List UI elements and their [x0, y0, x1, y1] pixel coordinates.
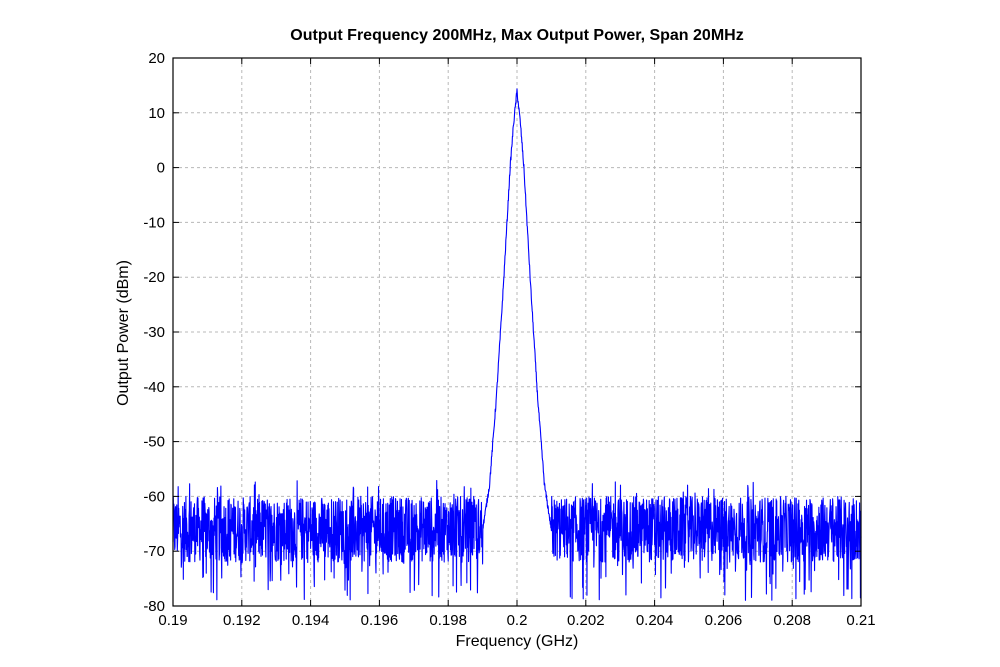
y-tick-label: -50 — [143, 434, 165, 451]
y-tick-label: -80 — [143, 598, 165, 615]
x-tick-label: 0.194 — [292, 612, 330, 629]
y-tick-label: 10 — [148, 105, 165, 122]
y-tick-label: -30 — [143, 324, 165, 341]
y-tick-label: -40 — [143, 379, 165, 396]
y-tick-label: -60 — [143, 488, 165, 505]
x-tick-label: 0.196 — [361, 612, 399, 629]
y-tick-label: 0 — [157, 160, 165, 177]
x-tick-label: 0.192 — [223, 612, 261, 629]
x-axis: 0.19 0.192 0.194 0.196 0.198 0.2 0.202 0.204 0.2… — [158, 58, 876, 629]
x-tick-label: 0.206 — [705, 612, 743, 629]
chart-title: Output Frequency 200MHz, Max Output Powe… — [290, 27, 743, 44]
y-tick-label: -10 — [143, 214, 165, 231]
x-tick-label: 0.208 — [773, 612, 811, 629]
x-tick-label: 0.202 — [567, 612, 605, 629]
y-tick-label: 20 — [148, 50, 165, 67]
series-layer — [172, 88, 862, 601]
x-axis-label: Frequency (GHz) — [456, 633, 579, 650]
x-tick-label: 0.198 — [429, 612, 467, 629]
x-tick-label: 0.204 — [636, 612, 674, 629]
x-tick-label: 0.21 — [846, 612, 875, 629]
x-tick-label: 0.19 — [158, 612, 187, 629]
y-axis: 20 10 0 -10 -20 -30 -40 -50 -60 -70 -80 — [143, 50, 861, 615]
x-tick-label: 0.2 — [507, 612, 528, 629]
y-axis-label: Output Power (dBm) — [115, 260, 132, 406]
spectrum-trace — [172, 88, 862, 601]
y-tick-label: -20 — [143, 269, 165, 286]
y-tick-label: -70 — [143, 543, 165, 560]
